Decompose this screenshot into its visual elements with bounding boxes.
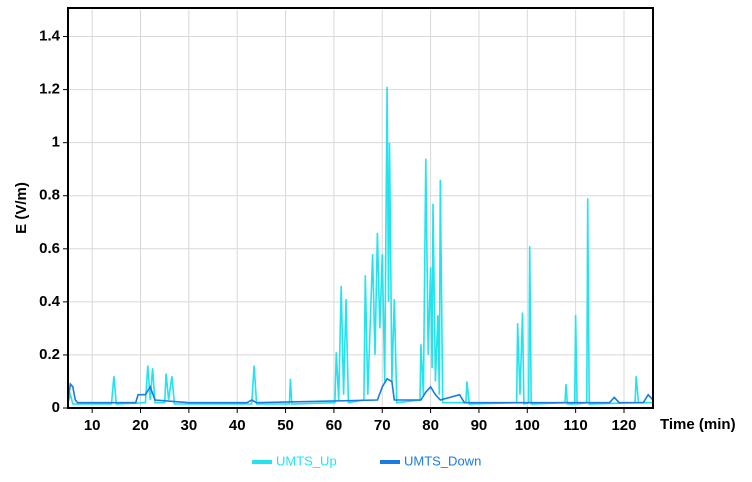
y-tick-label: 0.8 [39,187,60,204]
legend-label: UMTS_Down [404,453,481,468]
x-tick-label: 120 [611,417,636,434]
y-tick-label: 1.4 [39,28,61,45]
x-tick-label: 80 [422,417,439,434]
x-tick-label: 50 [277,417,294,434]
x-tick-label: 10 [84,417,101,434]
y-tick-label: 1.2 [39,81,60,98]
y-tick-label: 0.6 [39,240,60,257]
series-line [67,377,654,404]
x-tick-label: 110 [564,417,588,434]
legend-label: UMTS_Up [276,453,337,468]
y-tick-label: 0.4 [39,293,61,310]
x-tick-label: 40 [229,417,246,434]
x-tick-label: 30 [181,417,198,434]
x-tick-label: 90 [471,417,488,434]
x-axis-label: Time (min) [660,416,736,433]
x-tick-label: 20 [132,417,149,434]
x-tick-label: 100 [515,417,540,434]
y-axis-label: E (V/m) [13,182,30,234]
y-tick-label: 0.2 [39,346,60,363]
series-line [67,86,653,406]
x-tick-label: 60 [326,417,343,434]
plot-frame [67,7,654,409]
y-tick-label: 1 [52,134,60,151]
x-tick-label: 70 [374,417,391,434]
y-tick-label: 0 [52,399,60,416]
